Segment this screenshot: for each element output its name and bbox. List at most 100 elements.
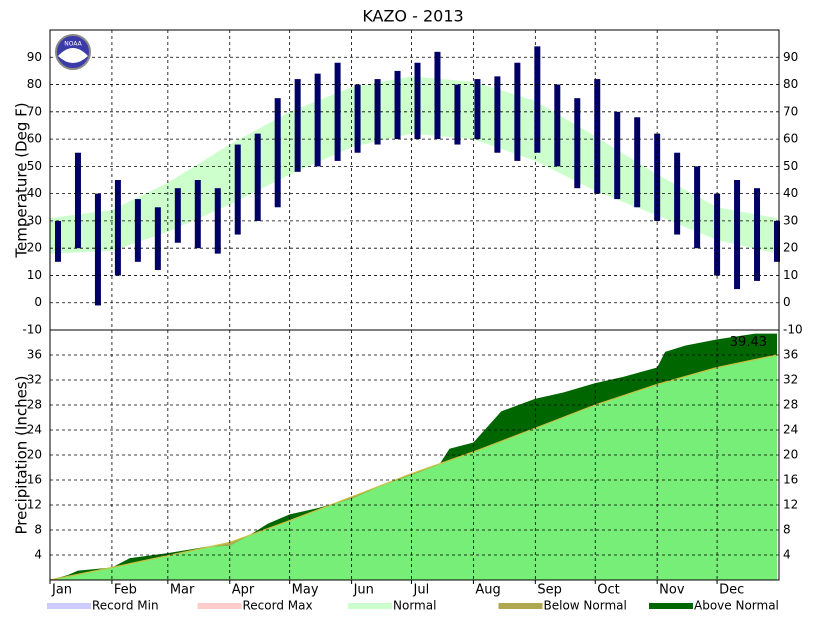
temperature-bar: [294, 79, 301, 172]
y-tick-label: 80: [783, 77, 798, 91]
y-tick-label: 20: [27, 448, 42, 462]
y-tick-label: 12: [27, 498, 42, 512]
temperature-bar: [94, 193, 101, 306]
y-tick-label: 36: [783, 348, 798, 362]
y-axis-title: Precipitation (Inches): [13, 376, 31, 535]
y-tick-label: -10: [783, 323, 803, 337]
temperature-bar: [114, 180, 121, 276]
y-tick-label: 40: [27, 186, 42, 200]
y-tick-label: 4: [34, 548, 42, 562]
y-tick-label: 24: [783, 423, 798, 437]
temperature-bar: [254, 133, 261, 221]
y-tick-label: 4: [783, 548, 791, 562]
temperature-bar: [634, 117, 641, 208]
y-tick-label: 20: [783, 448, 798, 462]
y-tick-label: 50: [783, 159, 798, 173]
x-tick-label: Jan: [51, 583, 72, 598]
y-tick-label: 16: [27, 473, 42, 487]
y-tick-label: 8: [783, 523, 791, 537]
y-tick-label: 50: [27, 159, 42, 173]
x-tick-label: Feb: [114, 583, 137, 598]
x-tick-label: Aug: [475, 583, 500, 598]
y-tick-label: 60: [27, 132, 42, 146]
legend-label: Normal: [393, 599, 436, 613]
temperature-bar: [454, 84, 461, 145]
temperature-bar: [194, 180, 201, 249]
x-tick-label: Apr: [232, 583, 255, 598]
y-tick-label: 30: [783, 213, 798, 227]
temperature-bar: [274, 98, 281, 208]
y-tick-label: 32: [27, 373, 42, 387]
normal-band: [50, 76, 778, 254]
y-tick-label: -10: [22, 323, 42, 337]
temperature-bar: [334, 62, 341, 161]
temperature-bar: [534, 46, 541, 153]
temperature-bar: [394, 70, 401, 140]
temperature-bar: [54, 220, 61, 262]
legend-label: Below Normal: [544, 599, 627, 613]
y-tick-label: 0: [783, 295, 791, 309]
x-tick-label: Jul: [413, 583, 430, 598]
temperature-bar: [674, 152, 681, 235]
y-tick-label: 28: [27, 398, 42, 412]
y-tick-label: 10: [783, 268, 798, 282]
plot-frame: [49, 29, 780, 581]
temperature-bar: [734, 180, 741, 290]
y-tick-label: 16: [783, 473, 798, 487]
y-tick-label: 0: [34, 295, 42, 309]
y-tick-label: 90: [27, 50, 42, 64]
y-tick-label: 8: [34, 523, 42, 537]
temperature-bar: [594, 79, 601, 194]
x-tick-label: Jun: [353, 583, 374, 598]
y-tick-label: 40: [783, 186, 798, 200]
chart-title: KAZO - 2013: [362, 7, 463, 26]
temperature-bar: [694, 166, 701, 249]
y-tick-label: 20: [27, 241, 42, 255]
y-tick-label: 20: [783, 241, 798, 255]
temperature-bar: [514, 62, 521, 161]
temperature-bar: [774, 220, 781, 262]
y-tick-label: 24: [27, 423, 42, 437]
x-tick-label: Oct: [597, 583, 619, 598]
temperature-bar: [474, 79, 481, 140]
legend-swatch: [197, 603, 242, 609]
x-tick-label: Dec: [719, 583, 744, 598]
temperature-bar: [214, 188, 221, 254]
logo: NOAA: [55, 34, 91, 70]
temperature-bar: [354, 84, 361, 153]
y-tick-label: 70: [27, 104, 42, 118]
legend-label: Above Normal: [694, 599, 779, 613]
logo-text: NOAA: [64, 41, 82, 48]
temperature-bar: [554, 84, 561, 167]
temperature-bar: [494, 76, 501, 153]
temperature-bar: [174, 188, 181, 243]
y-tick-label: 28: [783, 398, 798, 412]
temperature-bar: [314, 73, 321, 167]
x-tick-label: May: [292, 583, 319, 598]
temperature-bar: [614, 111, 621, 200]
temperature-bar: [414, 62, 421, 140]
x-tick-label: Sep: [537, 583, 562, 598]
legend-swatch: [348, 603, 392, 609]
temperature-bar: [134, 199, 141, 262]
y-tick-label: 30: [27, 213, 42, 227]
normal-area: [50, 355, 778, 580]
y-tick-label: 70: [783, 104, 798, 118]
annotation: 39.43: [730, 335, 767, 350]
y-tick-label: 90: [783, 50, 798, 64]
temperature-bar: [234, 144, 241, 235]
legend-swatch: [649, 603, 693, 609]
temperature-bar: [74, 152, 81, 249]
y-tick-label: 36: [27, 348, 42, 362]
legend-swatch: [47, 603, 91, 609]
legend-label: Record Max: [243, 599, 313, 613]
y-axis-title: Temperature (Deg F): [13, 102, 31, 258]
x-tick-label: Mar: [170, 583, 195, 598]
temperature-bar: [574, 98, 581, 189]
y-tick-label: 10: [27, 268, 42, 282]
legend-swatch: [498, 603, 543, 609]
temperature-bar: [654, 133, 661, 221]
legend-label: Record Min: [92, 599, 159, 613]
temperature-bar: [434, 51, 441, 140]
